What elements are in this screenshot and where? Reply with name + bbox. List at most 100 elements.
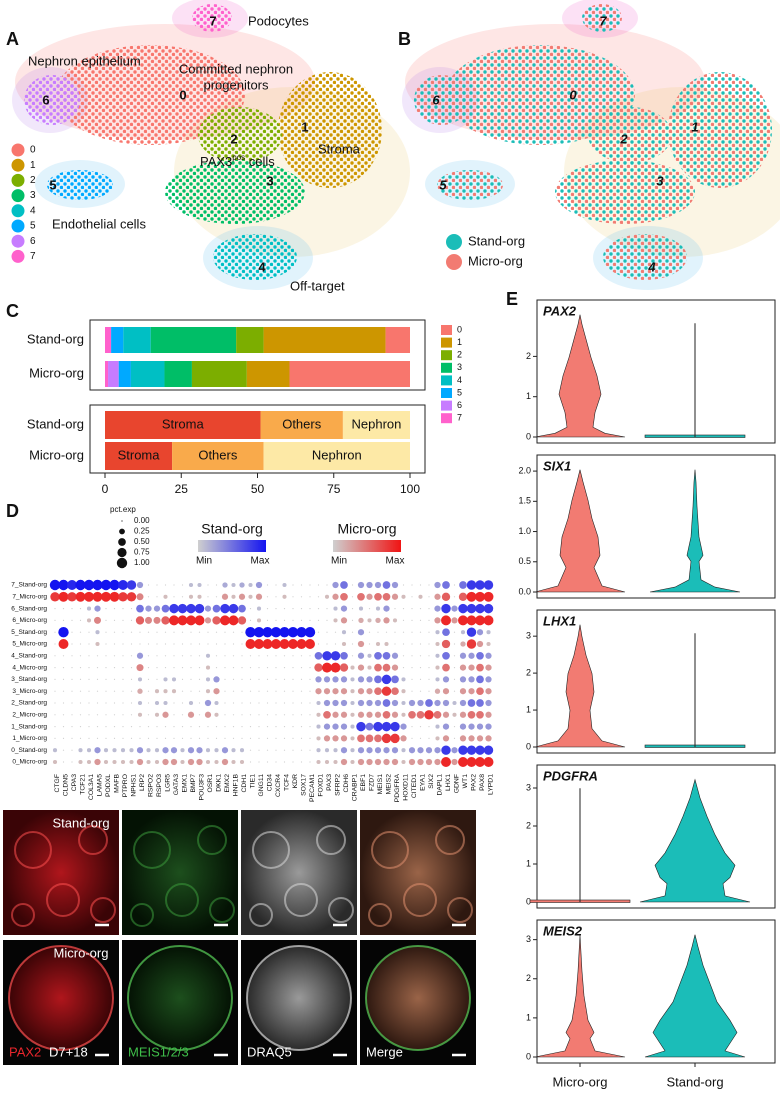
gene-title: PDGFRA xyxy=(543,768,598,783)
expression-dot xyxy=(428,678,430,681)
expression-dot xyxy=(424,710,434,720)
expression-dot xyxy=(366,699,373,707)
expression-dot xyxy=(249,655,252,657)
expression-dot xyxy=(300,596,303,598)
expression-dot xyxy=(207,726,209,728)
expression-dot xyxy=(275,608,277,610)
expression-dot xyxy=(120,748,126,753)
expression-dot xyxy=(169,603,179,614)
expression-dot xyxy=(231,582,236,588)
legend-swatch xyxy=(441,350,452,361)
expression-dot xyxy=(194,615,205,626)
expression-dot xyxy=(402,619,405,622)
gene-label: GATA3 xyxy=(173,774,180,795)
expression-dot xyxy=(196,747,203,754)
expression-dot xyxy=(135,616,145,625)
expression-dot xyxy=(416,710,425,719)
expression-dot xyxy=(411,608,413,610)
expression-dot xyxy=(139,726,141,728)
expression-dot xyxy=(54,655,56,657)
expression-dot xyxy=(452,712,457,717)
expression-dot xyxy=(215,643,218,645)
bar-segment xyxy=(385,327,410,353)
tubule xyxy=(130,903,154,927)
cluster-id: 3 xyxy=(656,173,664,188)
expression-dot xyxy=(207,643,209,645)
expression-dot xyxy=(113,726,116,728)
expression-dot xyxy=(79,690,82,692)
tubule xyxy=(371,831,409,869)
expression-dot xyxy=(215,631,218,633)
expression-dot xyxy=(467,699,476,707)
expression-dot xyxy=(442,735,450,742)
gene-label: CDH1 xyxy=(241,774,248,793)
expression-dot xyxy=(417,747,424,754)
expression-dot xyxy=(254,639,264,649)
expression-dot xyxy=(113,678,116,681)
expression-dot xyxy=(154,700,160,706)
expression-dot xyxy=(356,721,366,732)
expression-dot xyxy=(383,747,390,754)
expression-dot xyxy=(54,726,56,728)
y-tick-label: 3 xyxy=(526,782,531,792)
violin xyxy=(534,314,626,438)
colorbar-low: Min xyxy=(196,556,212,567)
row-label: 0_Micro-org xyxy=(12,759,47,766)
gene-label: LHX1 xyxy=(445,774,452,791)
expression-dot xyxy=(249,608,252,610)
expression-dot xyxy=(241,726,243,728)
stage-label: D7+18 xyxy=(49,1044,88,1059)
expression-dot xyxy=(198,655,201,657)
expression-dot xyxy=(401,689,406,694)
expression-dot xyxy=(79,678,82,681)
channel-label: MEIS1/2/3 xyxy=(128,1044,189,1059)
y-tick-label: 3 xyxy=(526,631,531,641)
y-tick-label: 2 xyxy=(526,351,531,361)
expression-dot xyxy=(164,631,167,633)
expression-dot xyxy=(442,723,450,730)
expression-dot xyxy=(332,581,339,589)
expression-dot xyxy=(442,628,450,637)
expression-dot xyxy=(186,603,196,614)
expression-dot xyxy=(161,616,170,625)
expression-dot xyxy=(419,643,422,645)
expression-dot xyxy=(215,737,218,740)
gene-label: PTPRO xyxy=(122,774,129,797)
expression-dot xyxy=(204,605,212,612)
expression-dot xyxy=(241,690,243,692)
expression-dot xyxy=(394,608,396,610)
expression-dot xyxy=(305,639,315,649)
expression-dot xyxy=(190,655,192,657)
expression-dot xyxy=(317,643,320,645)
expression-dot xyxy=(453,584,456,586)
expression-dot xyxy=(109,591,120,602)
cell-cloud xyxy=(47,170,113,200)
legend-swatch xyxy=(11,189,25,203)
panel-letter: E xyxy=(506,289,518,309)
expression-dot xyxy=(255,581,263,589)
expression-dot xyxy=(147,702,150,704)
cluster-id: 4 xyxy=(647,259,656,274)
expression-dot xyxy=(118,580,128,590)
row-label: Stand-org xyxy=(52,815,109,830)
expression-dot xyxy=(374,734,382,743)
expression-dot xyxy=(122,678,124,681)
expression-dot xyxy=(122,726,124,728)
bar-segment xyxy=(111,327,124,353)
cluster-annotation: Off-target xyxy=(290,278,345,293)
expression-dot xyxy=(214,748,219,753)
expression-dot xyxy=(391,699,399,707)
size-legend-label: 0.25 xyxy=(134,527,150,536)
expression-dot xyxy=(170,747,178,754)
gene-label: SFRP2 xyxy=(334,774,341,796)
gene-label: NPHS1 xyxy=(130,774,137,797)
micrograph xyxy=(360,810,476,935)
expression-dot xyxy=(204,617,212,624)
expression-dot xyxy=(275,667,277,669)
y-tick-label: 2.0 xyxy=(518,465,531,475)
expression-dot xyxy=(442,676,450,683)
expression-dot xyxy=(357,699,365,707)
expression-dot xyxy=(169,615,179,626)
expression-dot xyxy=(181,714,184,716)
expression-dot xyxy=(130,726,133,728)
